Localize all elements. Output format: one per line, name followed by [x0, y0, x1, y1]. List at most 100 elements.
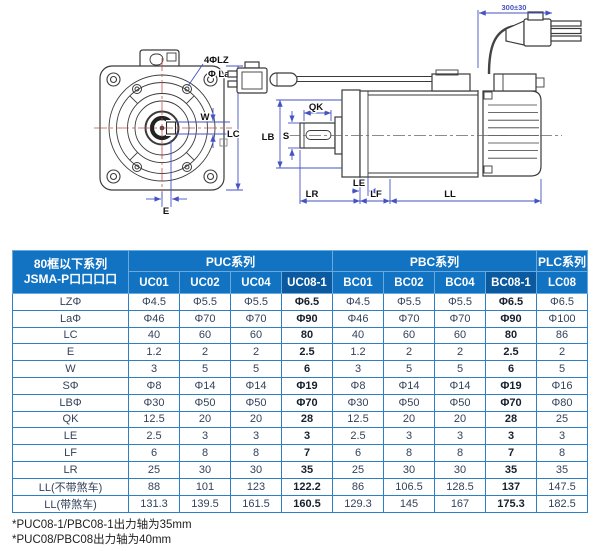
rear-ribs [488, 104, 539, 159]
spec-cell: 137 [485, 477, 537, 496]
spec-cell: Φ5.5 [383, 293, 435, 311]
spec-cell: 2 [179, 343, 231, 362]
row-label: W [12, 360, 129, 378]
spec-cell: 8 [536, 444, 588, 462]
row-label: LL(不带煞车) [12, 477, 129, 496]
label-ll: LL [444, 189, 456, 200]
spec-cell: 2.5 [281, 343, 333, 362]
plug-pin-1 [227, 70, 238, 78]
spec-cell: 35 [281, 460, 333, 479]
row-label: LaΦ [12, 309, 129, 328]
label-lb: LB [262, 132, 275, 143]
spec-cell: 25 [536, 410, 588, 429]
label-qk: QK [309, 102, 323, 113]
spec-cell: 8 [179, 444, 231, 462]
spec-cell: 6 [485, 360, 537, 378]
spec-cell: Φ5.5 [230, 293, 282, 311]
model-column-header: UC02 [179, 271, 231, 294]
side-view: 300±30 QK S LB LE LR LF LL [260, 2, 582, 204]
spec-cell: Φ70 [281, 393, 333, 412]
spec-cell: 2.5 [128, 427, 180, 446]
spec-cell: Φ70 [383, 309, 435, 328]
table-row: LaΦ Φ46 Φ70 Φ70 Φ90 Φ46 Φ70 Φ70 Φ90 Φ100 [12, 309, 588, 328]
spec-cell: 161.5 [230, 494, 282, 513]
spec-cell: 139.5 [179, 494, 231, 513]
row-label: SΦ [12, 376, 129, 395]
row-label: LF [12, 444, 129, 462]
spec-cell: Φ50 [434, 393, 486, 412]
spec-cell: Φ14 [434, 376, 486, 395]
spec-cell: 3 [383, 427, 435, 446]
model-column-header: UC08-1 [281, 271, 333, 294]
spec-cell: Φ8 [128, 376, 180, 395]
spec-cell: 30 [434, 460, 486, 479]
row-label: QK [12, 410, 129, 429]
keyway-symbol [219, 138, 228, 147]
spec-cell: 2 [536, 343, 588, 362]
spec-cell: 60 [179, 326, 231, 345]
power-connector [523, 18, 552, 47]
row-label: LC [12, 326, 129, 345]
label-s: S [283, 131, 289, 142]
spec-cell: 6 [128, 444, 180, 462]
label-w: W [201, 112, 210, 123]
spec-cell: Φ46 [332, 309, 384, 328]
model-column-header: BC02 [383, 271, 435, 294]
spec-cell: 3 [434, 427, 486, 446]
spec-cell: Φ4.5 [332, 293, 384, 311]
model-column-header: UC04 [230, 271, 282, 294]
spec-cell: 6 [332, 444, 384, 462]
plug-latch [244, 61, 260, 69]
plug-face [241, 71, 263, 90]
table-row: LR 25 30 30 35 25 30 30 35 35 [12, 460, 588, 479]
footnote-2: *PUC08/PBC08出力轴为40mm [12, 534, 172, 546]
spec-cell: Φ5.5 [179, 293, 231, 311]
plug-pin-2 [227, 80, 238, 88]
spec-cell: 20 [179, 410, 231, 429]
spec-cell: 5 [434, 360, 486, 378]
encoder-block-lip [435, 69, 459, 76]
spec-cell: Φ6.5 [485, 293, 537, 311]
spec-cell: 80 [281, 326, 333, 345]
spec-cell: Φ14 [230, 376, 282, 395]
rear-clip-top [483, 91, 493, 100]
spec-cell: Φ19 [485, 376, 537, 395]
front-connector-housing [139, 49, 180, 66]
spec-cell: 5 [230, 360, 282, 378]
spec-cell: 2.5 [485, 343, 537, 362]
spec-cell: Φ5.5 [434, 293, 486, 311]
spec-cell: 5 [179, 360, 231, 378]
row-label: LL(带煞车) [12, 494, 129, 513]
series-corner-header: 80框以下系列 JSMA-P口口口口 [12, 250, 129, 294]
table-row: SΦ Φ8 Φ14 Φ14 Φ19 Φ8 Φ14 Φ14 Φ19 Φ16 [12, 376, 588, 395]
spec-cell: 3 [332, 360, 384, 378]
label-pilot-dia: Φ La [208, 69, 230, 80]
model-column-header: BC04 [434, 271, 486, 294]
encoder-cable [227, 61, 432, 94]
spec-cell: Φ6.5 [536, 293, 588, 311]
table-row: LL(带煞车) 131.3 139.5 161.5 160.5 129.3 145 167 17… [12, 494, 588, 513]
spec-cell: 35 [536, 460, 588, 479]
spec-cell: 30 [230, 460, 282, 479]
model-column-header: LC08 [536, 271, 588, 294]
label-lc: LC [227, 129, 240, 140]
spec-cell: 3 [230, 427, 282, 446]
series-group-header: PLC系列 [536, 250, 588, 272]
table-row: LC 40 60 60 80 40 60 60 80 86 [12, 326, 588, 345]
shaft-keyway [305, 130, 332, 140]
connector-boot [505, 20, 525, 46]
corner-header-line2: JSMA-P口口口口 [23, 272, 118, 286]
spec-cell: 2 [230, 343, 282, 362]
spec-cell: 2 [383, 343, 435, 362]
footnote-1: *PUC08-1/PBC08-1出力轴为35mm [12, 519, 192, 531]
spec-cell: 8 [230, 444, 282, 462]
connector-pins [550, 20, 582, 42]
spec-cell: Φ8 [332, 376, 384, 395]
spec-cell: Φ50 [383, 393, 435, 412]
spec-cell: 145 [383, 494, 435, 513]
spec-cell: Φ4.5 [128, 293, 180, 311]
spec-cell: Φ14 [383, 376, 435, 395]
spec-cell: 8 [383, 444, 435, 462]
